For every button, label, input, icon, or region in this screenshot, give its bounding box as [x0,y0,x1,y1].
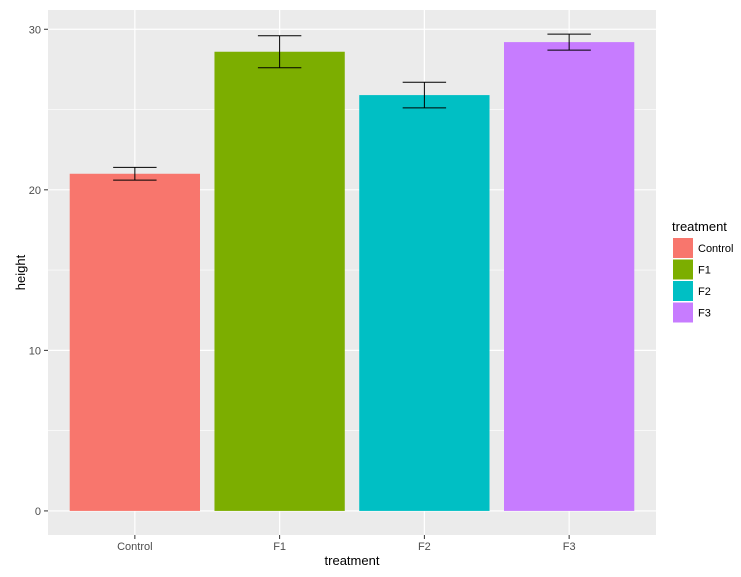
y-tick-label: 20 [29,185,41,197]
legend-key [673,302,693,323]
x-axis-title: treatment [325,553,380,568]
error-bar-control [113,166,157,181]
y-tick-label: 0 [35,506,41,518]
y-axis: 0 10 20 30 [29,24,48,518]
legend-label: Control [698,243,733,255]
bar-control [69,173,200,511]
x-tick-label: F3 [563,541,576,553]
x-tick-label: Control [117,541,152,553]
legend-label: F3 [698,308,711,320]
legend-item-control: Control [673,238,733,258]
x-axis: Control F1 F2 F3 [117,535,576,553]
x-tick-label: F1 [273,541,286,553]
bar-f1 [214,51,345,511]
y-tick-label: 10 [29,345,41,357]
error-bar-f3 [547,33,591,51]
y-tick-label: 30 [29,24,41,36]
legend-item-f2: F2 [673,281,711,301]
y-axis-title: height [13,254,28,290]
legend-title: treatment [672,219,727,234]
legend-label: F1 [698,265,711,277]
bar-f2 [359,95,490,511]
error-bar-f2 [402,81,447,109]
legend-item-f1: F1 [673,259,711,280]
legend-item-f3: F3 [673,302,711,323]
error-bar-f1 [257,35,302,69]
legend: treatment Control F1 F2 F3 [672,219,733,323]
legend-key [673,238,693,258]
legend-key [673,281,693,301]
bar-f3 [504,42,635,511]
x-tick-label: F2 [418,541,431,553]
legend-label: F2 [698,286,711,298]
bars [69,42,635,511]
error-bars [113,33,591,181]
legend-key [673,259,693,280]
